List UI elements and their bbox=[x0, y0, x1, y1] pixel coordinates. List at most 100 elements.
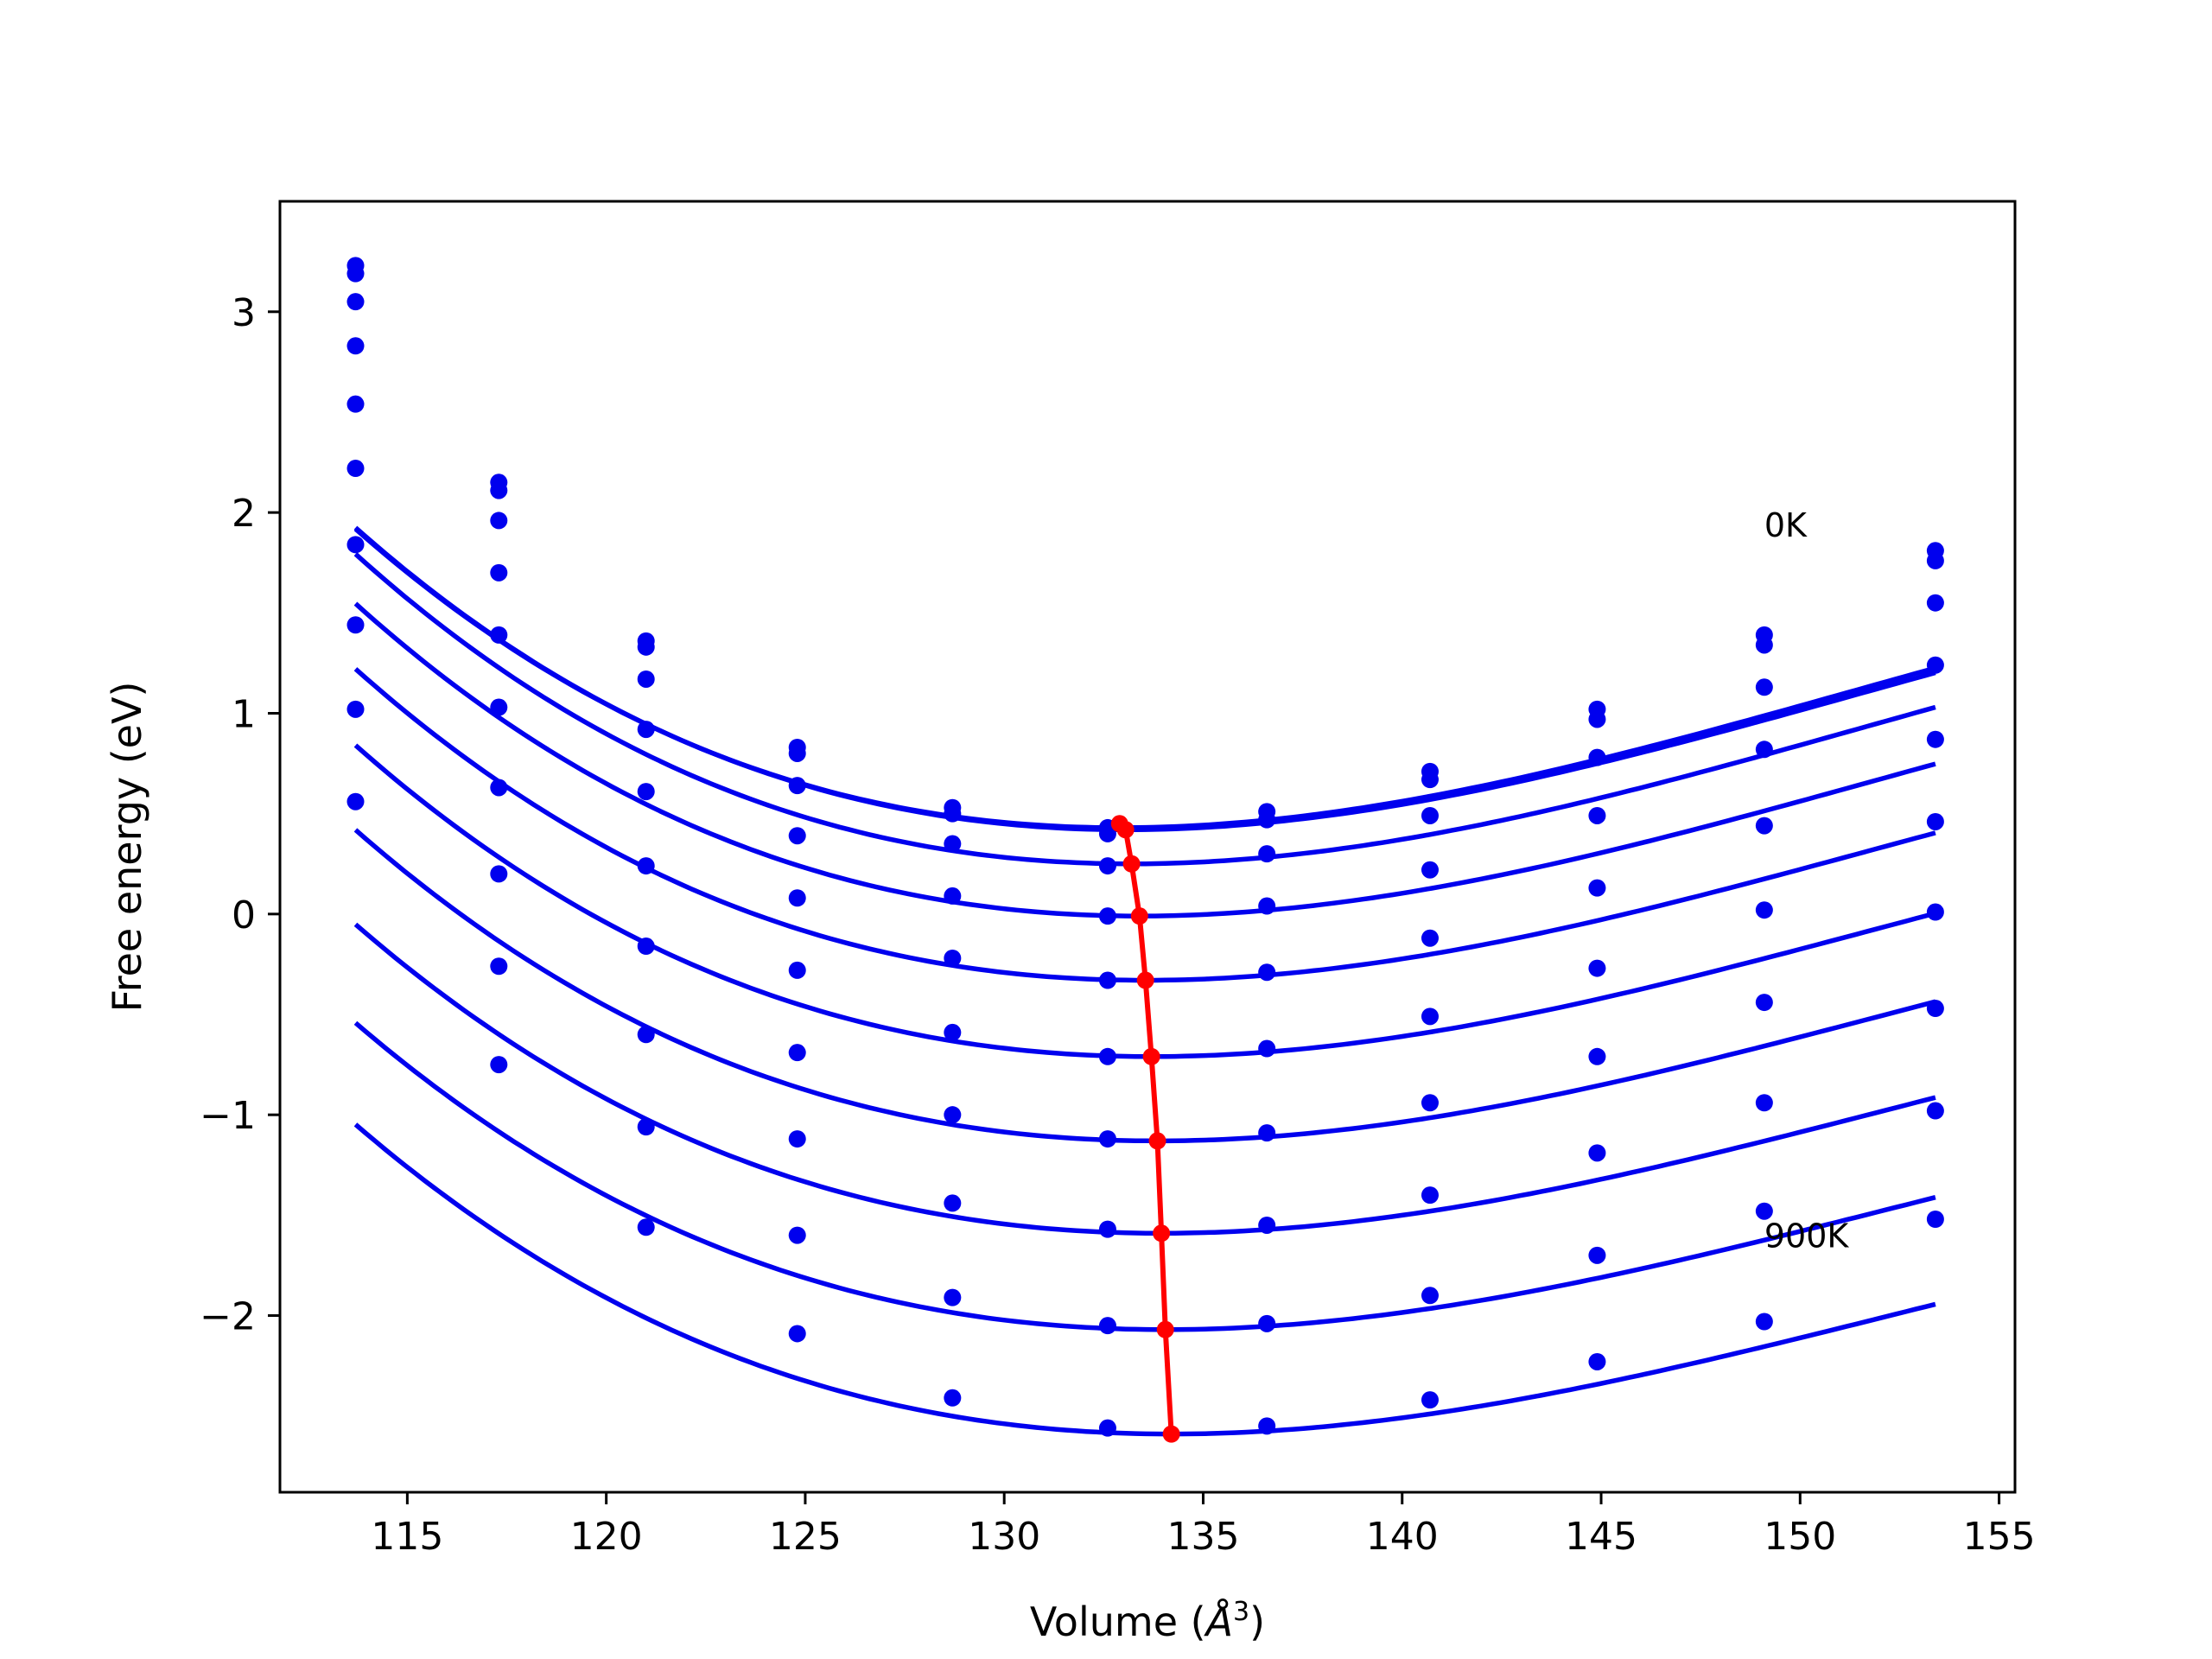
y-axis: −2 −1 0 1 2 3 bbox=[200, 291, 280, 1339]
data-point-4-9 bbox=[1755, 817, 1773, 835]
fit-curve-1 bbox=[353, 525, 1936, 833]
data-point-7-5 bbox=[1098, 1220, 1116, 1238]
data-point-2-1 bbox=[490, 512, 508, 530]
data-point-2-9 bbox=[1755, 678, 1773, 696]
data-point-3-4 bbox=[944, 887, 962, 905]
data-point-7-6 bbox=[1258, 1216, 1276, 1234]
data-point-7-2 bbox=[637, 1026, 655, 1044]
data-point-9-10 bbox=[1926, 1211, 1944, 1229]
data-point-4-10 bbox=[1926, 730, 1944, 748]
y-axis-label: Free energy (eV) bbox=[104, 682, 150, 1013]
x-axis: 115 120 125 130 135 140 145 150 155 bbox=[371, 1492, 2036, 1559]
data-point-3-0 bbox=[346, 337, 365, 355]
minimum-point-3 bbox=[1130, 907, 1148, 925]
data-point-4-3 bbox=[788, 889, 806, 907]
data-point-2-7 bbox=[1421, 806, 1439, 824]
data-point-7-0 bbox=[346, 616, 365, 634]
data-point-3-1 bbox=[490, 563, 508, 582]
y-tick-label--1: −1 bbox=[200, 1094, 256, 1138]
data-point-5-6 bbox=[1258, 1039, 1276, 1058]
data-point-6-9 bbox=[1755, 994, 1773, 1012]
data-point-7-1 bbox=[490, 865, 508, 883]
data-point-6-7 bbox=[1421, 1094, 1439, 1112]
data-point-8-8 bbox=[1588, 1246, 1606, 1264]
y-tick-label--2: −2 bbox=[200, 1295, 256, 1339]
data-point-1-2 bbox=[637, 638, 655, 656]
data-point-6-8 bbox=[1588, 1047, 1606, 1065]
data-point-5-9 bbox=[1755, 901, 1773, 919]
data-point-1-1 bbox=[490, 481, 508, 499]
data-point-4-2 bbox=[637, 783, 655, 801]
data-point-5-5 bbox=[1098, 1047, 1116, 1065]
data-point-4-6 bbox=[1258, 963, 1276, 982]
fit-curve-9 bbox=[353, 1122, 1936, 1437]
x-tick-label-115: 115 bbox=[371, 1515, 443, 1559]
data-point-1-10 bbox=[1926, 551, 1944, 569]
fit-curve-8 bbox=[353, 1020, 1936, 1332]
x-axis-label-close: ) bbox=[1249, 1599, 1265, 1645]
data-point-6-4 bbox=[944, 1106, 962, 1124]
data-point-3-6 bbox=[1258, 897, 1276, 915]
data-point-3-7 bbox=[1421, 861, 1439, 879]
data-point-2-4 bbox=[944, 835, 962, 853]
annotation-0: 0K bbox=[1764, 506, 1808, 544]
x-axis-label-unit: Å bbox=[1204, 1599, 1233, 1645]
data-point-8-6 bbox=[1258, 1314, 1276, 1332]
data-point-5-7 bbox=[1421, 1007, 1439, 1026]
data-point-3-5 bbox=[1098, 907, 1116, 925]
data-point-8-4 bbox=[944, 1288, 962, 1306]
data-point-7-3 bbox=[788, 1130, 806, 1148]
x-tick-label-135: 135 bbox=[1166, 1515, 1239, 1559]
data-point-8-7 bbox=[1421, 1287, 1439, 1305]
data-point-2-8 bbox=[1588, 748, 1606, 766]
data-point-9-0 bbox=[346, 792, 365, 810]
data-point-1-0 bbox=[346, 264, 365, 283]
x-tick-label-130: 130 bbox=[968, 1515, 1040, 1559]
fit-curve-6 bbox=[353, 828, 1936, 1144]
data-point-7-7 bbox=[1421, 1186, 1439, 1205]
data-point-9-2 bbox=[637, 1218, 655, 1236]
data-point-6-10 bbox=[1926, 903, 1944, 921]
data-point-5-8 bbox=[1588, 959, 1606, 977]
data-point-9-4 bbox=[944, 1389, 962, 1407]
data-point-9-5 bbox=[1098, 1419, 1116, 1437]
y-tick-label-3: 3 bbox=[232, 291, 256, 335]
minimum-point-9 bbox=[1162, 1425, 1180, 1443]
data-point-1-9 bbox=[1755, 636, 1773, 654]
data-point-8-3 bbox=[788, 1226, 806, 1244]
data-point-6-6 bbox=[1258, 1124, 1276, 1142]
data-point-9-9 bbox=[1755, 1313, 1773, 1331]
data-point-5-1 bbox=[490, 698, 508, 716]
data-point-2-6 bbox=[1258, 845, 1276, 863]
data-point-3-10 bbox=[1926, 656, 1944, 674]
data-point-3-3 bbox=[788, 827, 806, 845]
data-point-7-10 bbox=[1926, 1000, 1944, 1018]
minimum-point-4 bbox=[1136, 971, 1154, 989]
y-tick-label-1: 1 bbox=[232, 692, 256, 736]
data-point-2-10 bbox=[1926, 594, 1944, 612]
data-point-2-5 bbox=[1098, 857, 1116, 875]
data-point-8-0 bbox=[346, 700, 365, 718]
y-tick-label-0: 0 bbox=[232, 893, 256, 938]
data-point-4-5 bbox=[1098, 971, 1116, 989]
data-point-9-3 bbox=[788, 1325, 806, 1343]
data-point-9-8 bbox=[1588, 1352, 1606, 1370]
data-point-3-9 bbox=[1755, 741, 1773, 759]
minimum-point-2 bbox=[1122, 855, 1141, 873]
x-tick-label-150: 150 bbox=[1764, 1515, 1836, 1559]
data-point-8-1 bbox=[490, 957, 508, 976]
data-point-8-2 bbox=[637, 1118, 655, 1136]
data-point-1-3 bbox=[788, 744, 806, 762]
minimum-point-8 bbox=[1156, 1320, 1174, 1338]
data-point-6-0 bbox=[346, 536, 365, 554]
data-point-4-0 bbox=[346, 395, 365, 413]
data-point-1-8 bbox=[1588, 710, 1606, 728]
x-tick-label-120: 120 bbox=[570, 1515, 643, 1559]
data-point-6-2 bbox=[637, 938, 655, 956]
minima-line bbox=[1117, 822, 1174, 1434]
data-point-2-0 bbox=[346, 293, 365, 311]
data-point-3-2 bbox=[637, 721, 655, 739]
data-point-1-4 bbox=[944, 804, 962, 823]
data-point-4-8 bbox=[1588, 879, 1606, 897]
